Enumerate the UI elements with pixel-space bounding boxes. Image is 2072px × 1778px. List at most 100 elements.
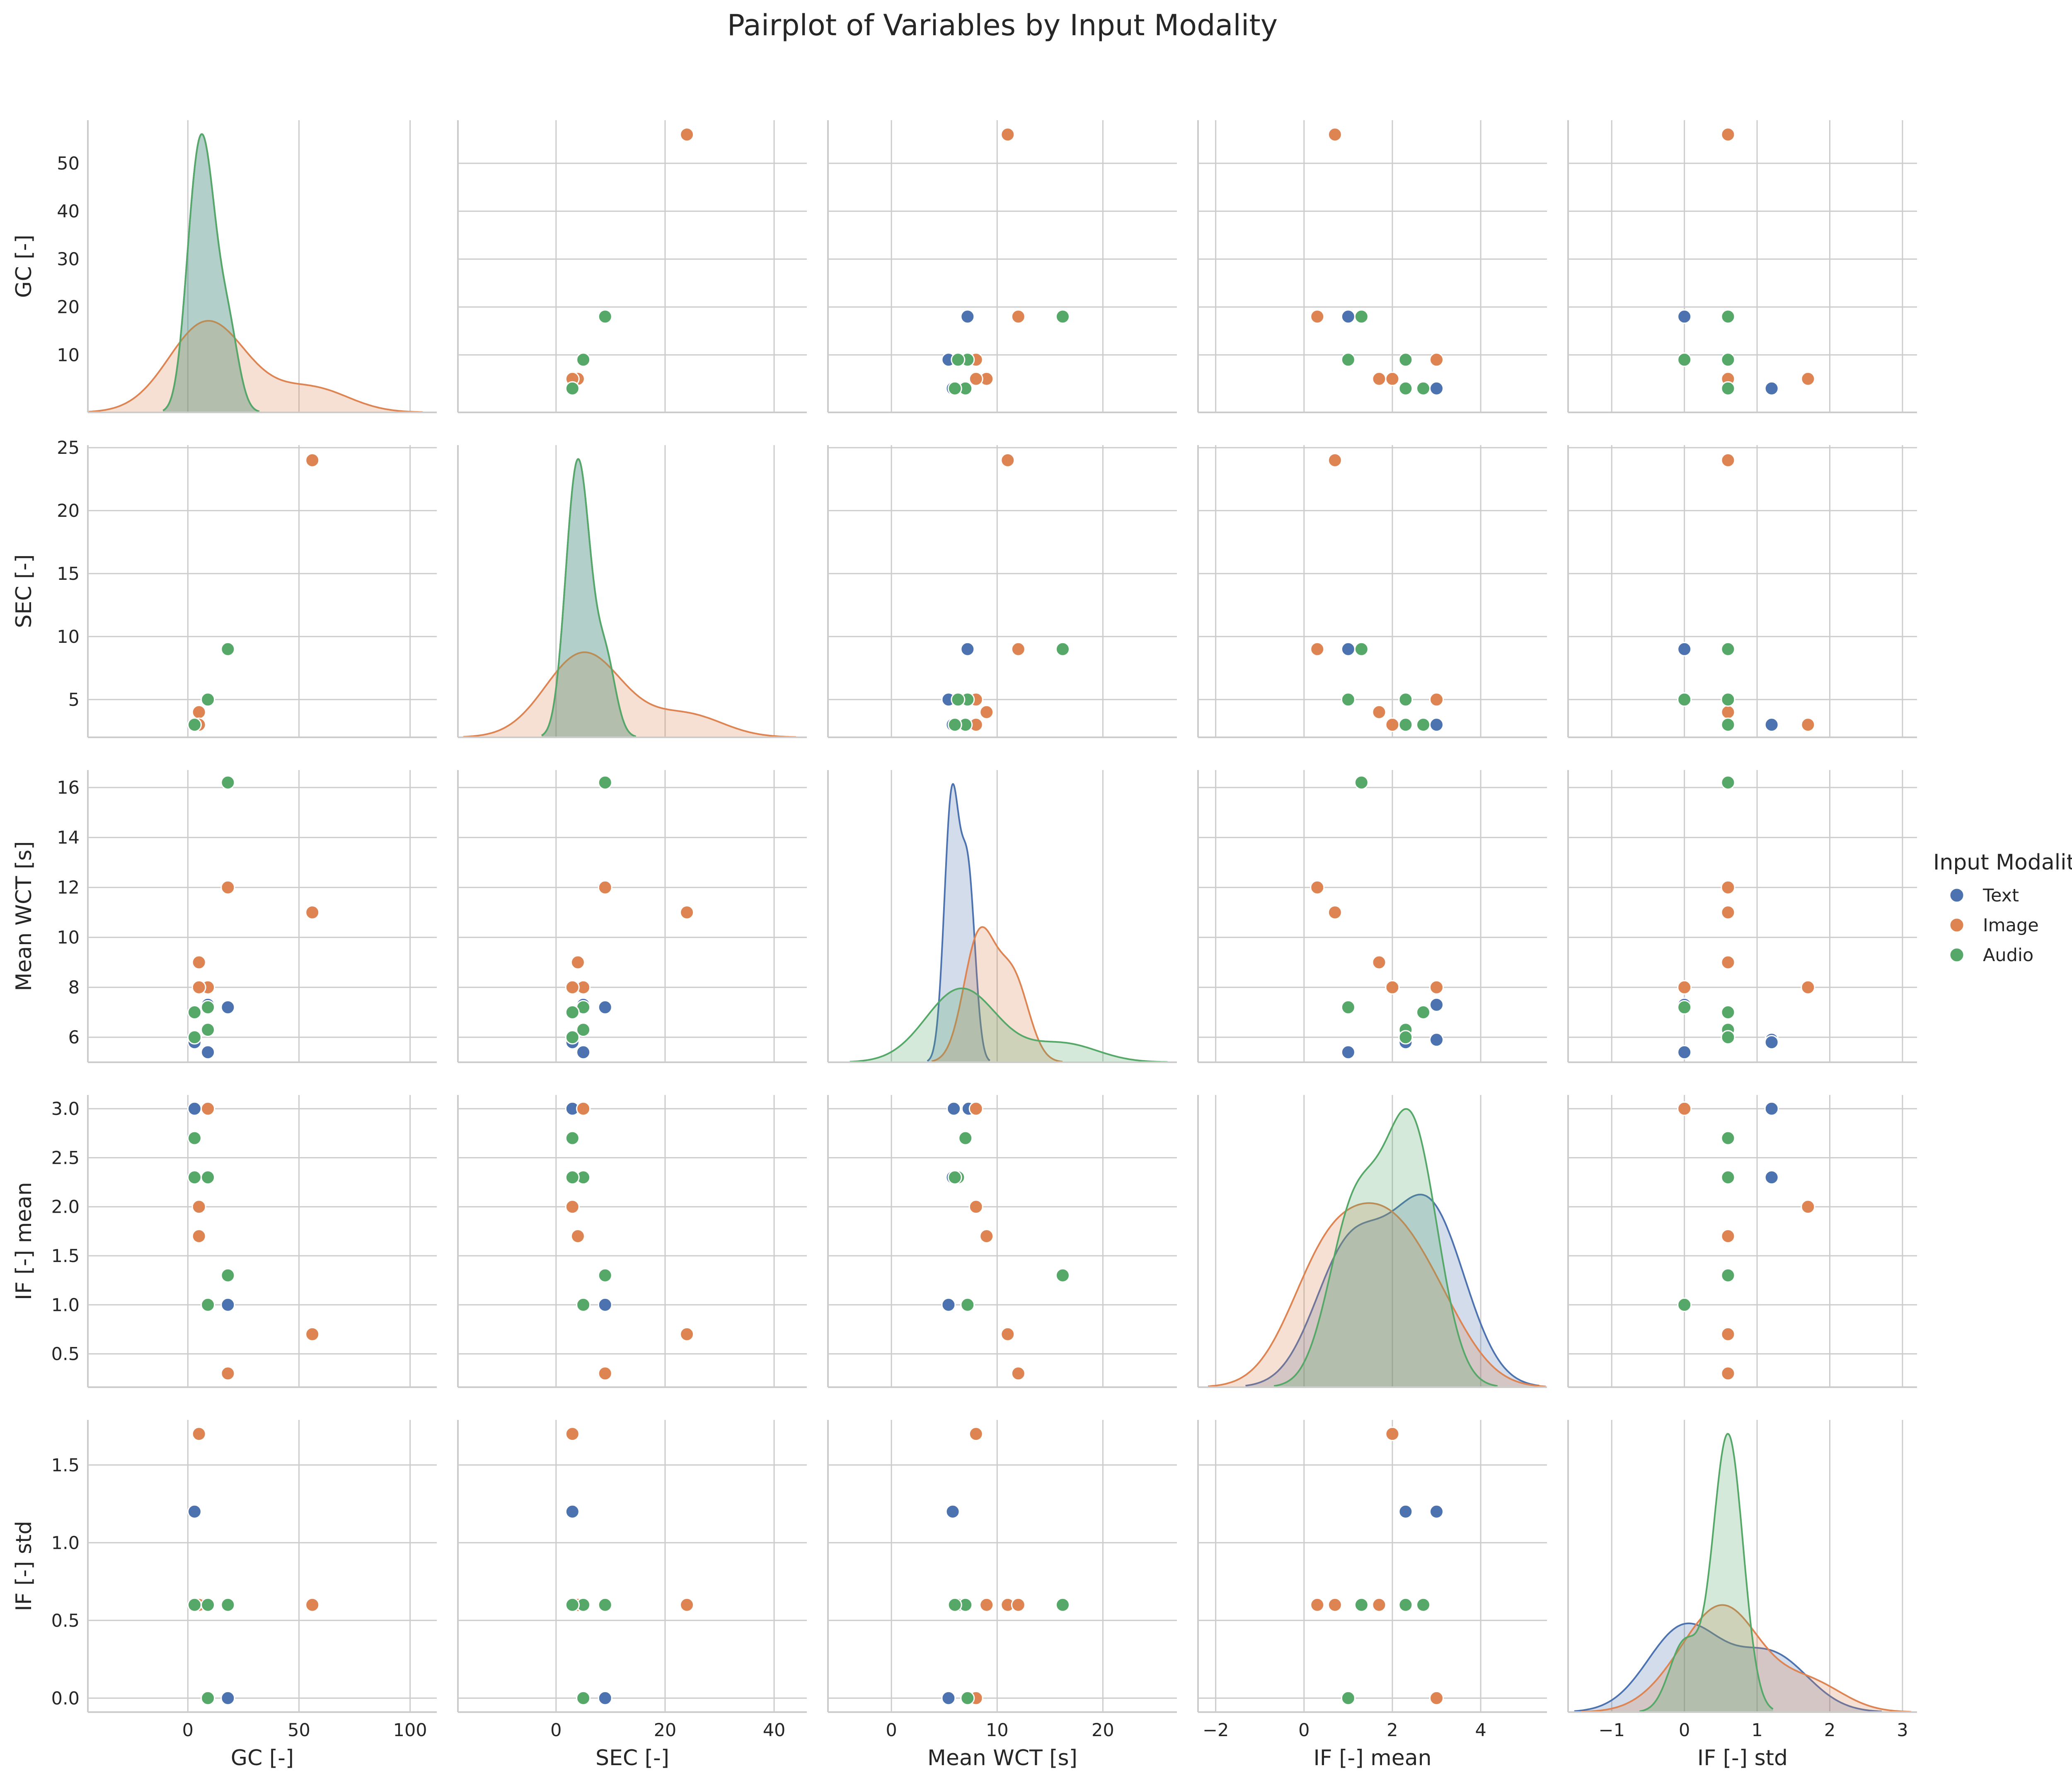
- scatter-point-image: [1429, 980, 1444, 995]
- scatter-point-audio: [947, 717, 962, 732]
- y-tick-label: 40: [57, 201, 80, 222]
- scatter-point-image: [1000, 1327, 1015, 1342]
- panel-5-1: 0.0 0.5 1.0 1.5 IF [-] std 0 50 100 GC [-]: [12, 1420, 437, 1771]
- x-axis-label: IF [-] std: [1697, 1746, 1788, 1771]
- scatter-point-audio: [576, 1022, 591, 1037]
- scatter-point-image: [1801, 1199, 1815, 1214]
- panel-3-2: [457, 770, 807, 1063]
- panel-4-5: [1567, 1095, 1917, 1388]
- scatter-point-text: [1764, 1170, 1779, 1185]
- scatter-point-text: [1341, 642, 1356, 656]
- scatter-point-image: [680, 1597, 695, 1612]
- scatter-point-image: [979, 1229, 994, 1244]
- scatter-point-text: [946, 1101, 961, 1116]
- scatter-point-text: [1341, 1045, 1356, 1060]
- scatter-point-audio: [1398, 381, 1413, 396]
- x-tick-label: −1: [1599, 1720, 1625, 1741]
- scatter-point-image: [1310, 1597, 1325, 1612]
- scatter-point-image: [1721, 955, 1736, 970]
- scatter-point-audio: [201, 1022, 215, 1037]
- panel-5-5: −1 0 1 2 3 IF [-] std: [1567, 1420, 1917, 1771]
- kde-line-image: [932, 926, 1063, 1063]
- panel-4-2: [457, 1095, 807, 1388]
- panel-3-5: [1567, 770, 1917, 1063]
- scatter-point-image: [1721, 453, 1736, 468]
- scatter-point-audio: [1398, 717, 1413, 732]
- x-axis-label: Mean WCT [s]: [927, 1746, 1077, 1771]
- scatter-point-audio: [1341, 692, 1356, 707]
- y-tick-label: 12: [57, 877, 80, 898]
- scatter-point-image: [1801, 371, 1815, 386]
- x-tick-label: 2: [1824, 1720, 1835, 1741]
- scatter-point-audio: [1416, 381, 1431, 396]
- panel-2-5: [1567, 445, 1917, 738]
- kde-line-image: [463, 651, 796, 738]
- y-tick-label: 10: [57, 627, 80, 647]
- scatter-point-text: [187, 1101, 202, 1116]
- scatter-point-audio: [565, 1170, 580, 1185]
- panel-2-4: [1197, 445, 1547, 738]
- scatter-point-image: [305, 905, 320, 920]
- scatter-point-audio: [187, 1030, 202, 1045]
- x-tick-label: 10: [986, 1720, 1009, 1741]
- panel-1-4: [1197, 120, 1547, 413]
- kde-line-text: [1574, 1622, 1882, 1713]
- scatter-point-audio: [576, 352, 591, 367]
- scatter-point-image: [979, 1597, 994, 1612]
- scatter-point-audio: [958, 1131, 973, 1146]
- scatter-point-text: [1429, 381, 1444, 396]
- scatter-point-audio: [1416, 1597, 1431, 1612]
- kde-line-audio: [850, 987, 1168, 1063]
- scatter-point-image: [1721, 127, 1736, 142]
- scatter-point-audio: [598, 1597, 612, 1612]
- scatter-point-text: [945, 1504, 960, 1519]
- chart-title: Pairplot of Variables by Input Modality: [727, 8, 1278, 42]
- kde-area-audio: [850, 988, 1168, 1062]
- scatter-point-image: [968, 371, 983, 386]
- scatter-point-audio: [201, 692, 215, 707]
- scatter-point-text: [1429, 1504, 1444, 1519]
- scatter-point-image: [979, 705, 994, 719]
- scatter-point-audio: [947, 1597, 962, 1612]
- scatter-point-audio: [576, 1691, 591, 1705]
- kde-line-image: [88, 320, 423, 413]
- scatter-point-text: [1429, 717, 1444, 732]
- scatter-point-audio: [565, 1005, 580, 1020]
- scatter-point-audio: [1721, 1268, 1736, 1283]
- scatter-point-audio: [1398, 1030, 1413, 1045]
- scatter-point-audio: [1721, 717, 1736, 732]
- scatter-point-audio: [1055, 1268, 1070, 1283]
- scatter-point-image: [565, 1427, 580, 1441]
- scatter-point-text: [565, 1504, 580, 1519]
- scatter-point-image: [1000, 453, 1015, 468]
- scatter-point-text: [220, 1000, 235, 1015]
- y-tick-label: 3.0: [51, 1099, 80, 1119]
- scatter-point-image: [1385, 980, 1400, 995]
- scatter-point-audio: [947, 381, 962, 396]
- x-tick-label: 3: [1897, 1720, 1908, 1741]
- scatter-point-audio: [201, 1597, 215, 1612]
- scatter-point-text: [1764, 1101, 1779, 1116]
- scatter-point-audio: [951, 352, 966, 367]
- x-tick-label: 0: [550, 1720, 562, 1741]
- scatter-point-image: [191, 980, 206, 995]
- scatter-point-text: [201, 1045, 215, 1060]
- scatter-point-audio: [960, 1297, 975, 1312]
- scatter-point-image: [598, 880, 612, 895]
- scatter-point-audio: [1721, 1030, 1736, 1045]
- scatter-point-image: [598, 1366, 612, 1381]
- panel-2-1: 5 10 15 20 25 SEC [-]: [12, 438, 437, 738]
- kde-line-text: [927, 783, 990, 1062]
- scatter-point-text: [1764, 1035, 1779, 1050]
- kde-line-audio: [1639, 1433, 1774, 1713]
- y-tick-label: 2.5: [51, 1148, 80, 1168]
- scatter-point-text: [576, 1045, 591, 1060]
- scatter-point-audio: [1721, 692, 1736, 707]
- panel-3-3: [827, 770, 1177, 1063]
- scatter-point-image: [1310, 880, 1325, 895]
- scatter-point-image: [565, 1199, 580, 1214]
- y-axis-label: Mean WCT [s]: [12, 841, 36, 991]
- scatter-point-audio: [201, 1297, 215, 1312]
- scatter-point-audio: [1341, 1000, 1356, 1015]
